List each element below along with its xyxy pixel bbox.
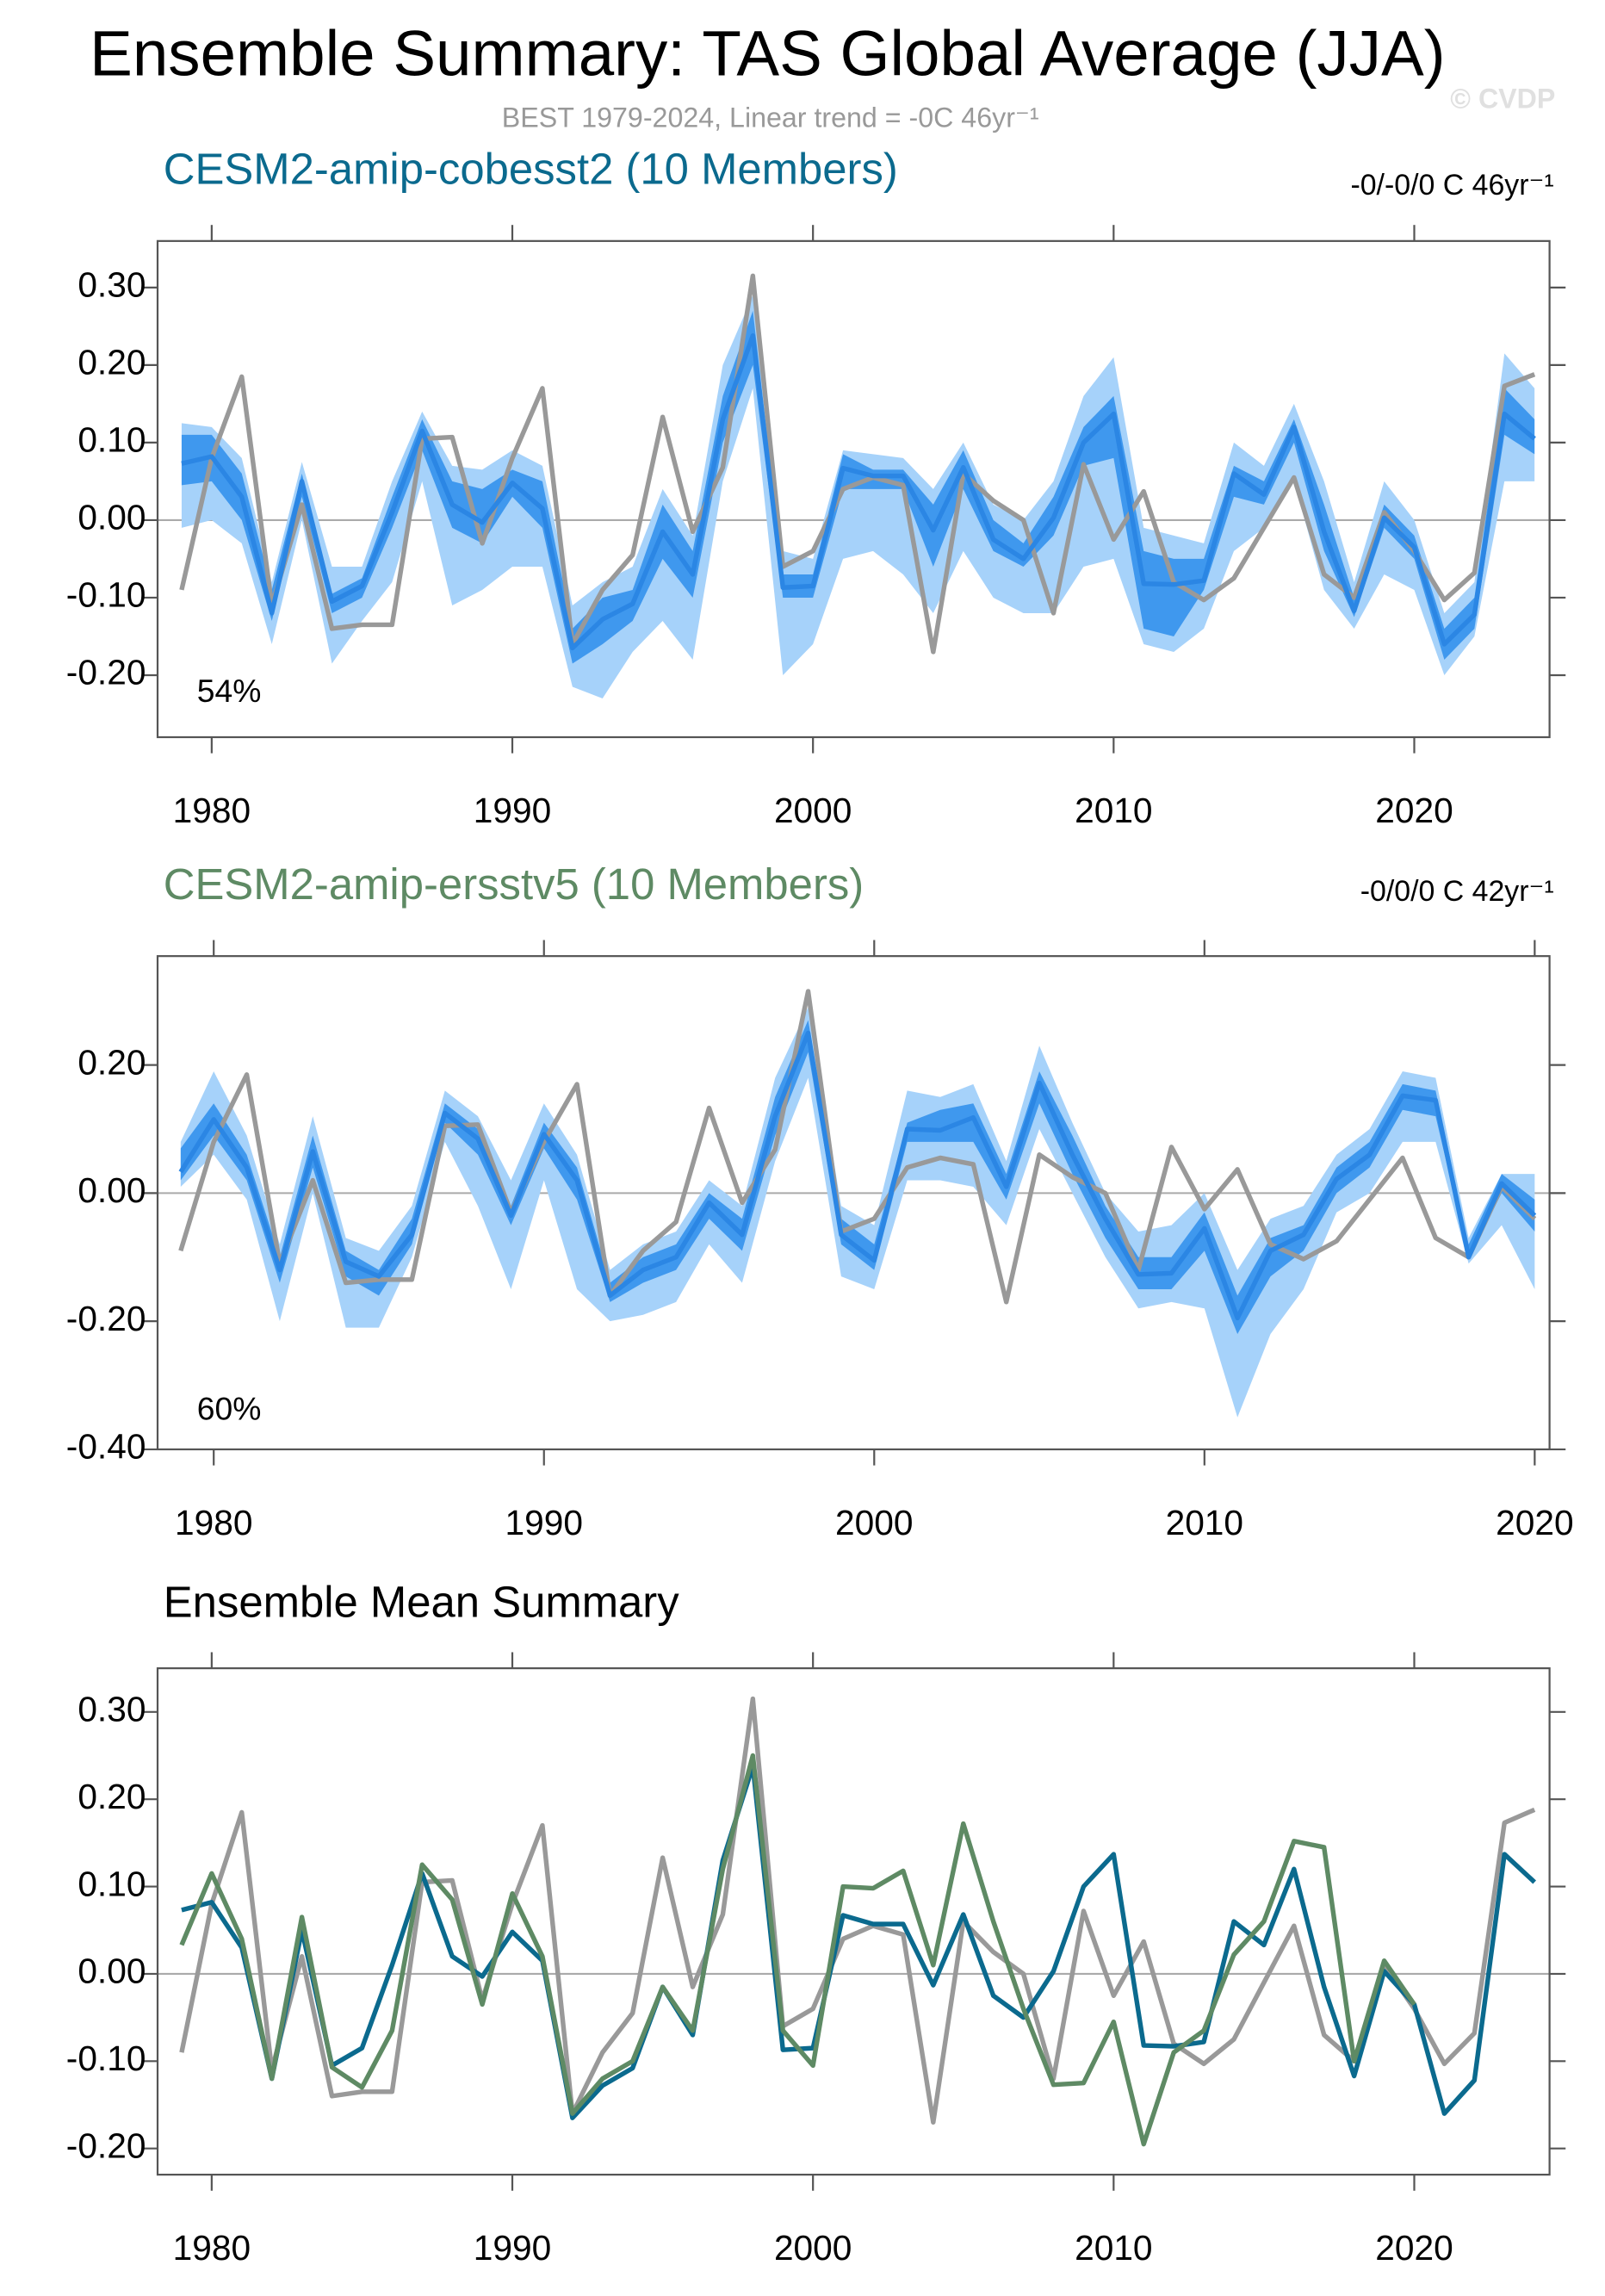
- y-tick-label: 0.10: [77, 420, 146, 460]
- y-tick-label: -0.10: [66, 2038, 146, 2078]
- chart-title: Ensemble Summary: TAS Global Average (JJ…: [90, 18, 1445, 90]
- series-line: [179, 273, 1536, 655]
- panel-title: CESM2-amip-cobesst2 (10 Members): [164, 145, 898, 194]
- x-tick-label: 1980: [173, 791, 251, 830]
- series-line: [181, 332, 1536, 651]
- y-tick-label: -0.20: [66, 653, 146, 692]
- y-tick-label: 0.10: [77, 1864, 146, 1903]
- spread-band: [181, 310, 1535, 664]
- y-tick-label: -0.20: [66, 1299, 146, 1338]
- y-tick-label: 0.00: [77, 1952, 146, 1991]
- series-line: [181, 1763, 1536, 2120]
- y-tick-label: 0.30: [77, 265, 146, 305]
- y-tick-label: 0.20: [77, 343, 146, 382]
- x-tick-label: 2000: [774, 2228, 852, 2268]
- x-tick-label: 2000: [835, 1503, 913, 1542]
- chart-subtitle: BEST 1979-2024, Linear trend = -0C 46yr⁻…: [502, 102, 1039, 133]
- x-tick-label: 1990: [474, 791, 551, 830]
- x-tick-label: 2010: [1075, 2228, 1152, 2268]
- x-tick-label: 1980: [173, 2228, 251, 2268]
- y-tick-label: -0.20: [66, 2125, 146, 2165]
- watermark: © CVDP: [1450, 84, 1555, 115]
- trend-annotation: -0/0/0 C 42yr⁻¹: [1360, 875, 1554, 908]
- y-tick-label: 0.00: [77, 498, 146, 537]
- x-tick-label: 2000: [774, 791, 852, 830]
- x-tick-label: 1990: [505, 1503, 583, 1542]
- y-tick-label: -0.40: [66, 1427, 146, 1467]
- percent-label: 54%: [197, 673, 262, 709]
- y-tick-label: 0.20: [77, 1042, 146, 1082]
- percent-label: 60%: [197, 1391, 262, 1427]
- spread-band: [180, 1020, 1535, 1335]
- y-tick-label: 0.20: [77, 1777, 146, 1816]
- y-tick-label: 0.00: [77, 1170, 146, 1210]
- plot-frame: [156, 955, 1551, 1451]
- x-tick-label: 2020: [1375, 2228, 1453, 2268]
- x-tick-label: 1990: [474, 2228, 551, 2268]
- x-tick-label: 2010: [1166, 1503, 1243, 1542]
- plot-frame: [156, 239, 1551, 739]
- series-line: [179, 1753, 1416, 2147]
- x-tick-label: 2020: [1375, 791, 1453, 830]
- y-tick-label: 0.30: [77, 1690, 146, 1729]
- y-tick-label: -0.10: [66, 575, 146, 615]
- series-line: [178, 989, 1537, 1305]
- panel-title: CESM2-amip-ersstv5 (10 Members): [164, 859, 864, 909]
- plot-frame: [156, 1667, 1551, 2176]
- x-tick-label: 2020: [1496, 1503, 1573, 1542]
- panel-title: Ensemble Mean Summary: [164, 1578, 679, 1627]
- trend-annotation: -0/-0/0 C 46yr⁻¹: [1350, 169, 1553, 202]
- x-tick-label: 1980: [175, 1503, 252, 1542]
- x-tick-label: 2010: [1075, 791, 1152, 830]
- series-line: [179, 1696, 1536, 2125]
- series-line: [178, 1030, 1537, 1321]
